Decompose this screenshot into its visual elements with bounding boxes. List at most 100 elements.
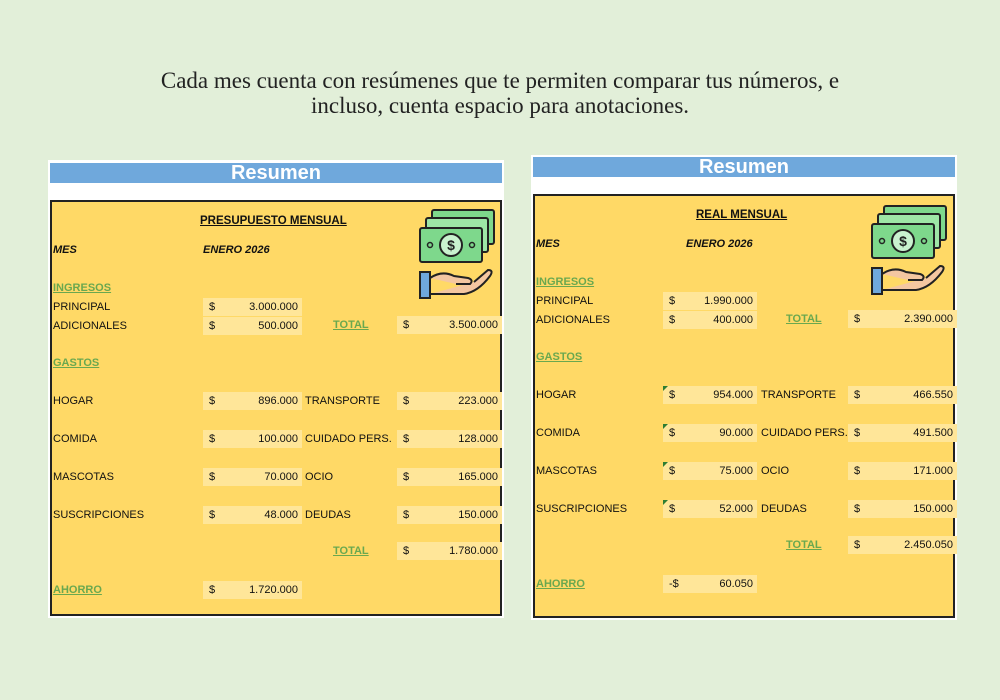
currency: $ [854,465,861,477]
svg-text:$: $ [899,233,907,249]
amount: 60.050 [719,578,753,590]
section-label: AHORRO [53,584,102,596]
panel-heading: REAL MENSUAL [696,209,788,221]
amount-cell [397,430,502,448]
month: ENERO 2026 [686,238,753,250]
row-label: DEUDAS [761,503,807,515]
panel-heading: PRESUPUESTO MENSUAL [200,215,347,227]
row-label: MASCOTAS [536,465,597,477]
amount-cell [397,316,502,334]
money-icon-svg: $ [419,209,495,299]
currency: $ [854,389,861,401]
amount-cell [848,462,957,480]
currency: $ [209,301,216,313]
currency: $ [209,509,216,521]
total-label: TOTAL [786,539,822,551]
amount: 896.000 [258,395,298,407]
amount: 2.390.000 [904,313,953,325]
row-label: HOGAR [53,395,94,407]
amount-cell [663,292,757,310]
cell-marker [663,462,668,467]
panel-title: Resumen [50,163,502,183]
currency: -$ [669,578,679,590]
amount-cell [663,575,757,593]
row-label: CUIDADO PERS. [761,427,848,439]
amount-cell [203,430,302,448]
amount: 150.000 [913,503,953,515]
cell-marker [663,424,668,429]
currency: $ [403,545,410,557]
section-label: GASTOS [53,357,100,369]
amount-cell [397,392,502,410]
amount-cell [663,462,757,480]
month-label: MES [53,244,77,256]
amount: 491.500 [913,427,953,439]
amount-cell [397,506,502,524]
row-label: PRINCIPAL [536,295,594,307]
row-label: PRINCIPAL [53,301,111,313]
amount: 150.000 [458,509,498,521]
currency: $ [209,433,216,445]
row-label: MASCOTAS [53,471,114,483]
amount-cell [203,298,302,316]
amount-cell [203,317,302,335]
amount-cell [203,506,302,524]
amount-cell [848,536,957,554]
amount-cell [397,542,502,560]
amount-cell [203,581,302,599]
currency: $ [669,295,676,307]
amount: 466.550 [913,389,953,401]
currency: $ [669,389,676,401]
amount-cell [663,311,757,329]
header-line: incluso, cuenta espacio para anotaciones… [310,93,690,118]
amount-cell [663,386,757,404]
money-icon: $ [870,204,950,301]
amount: 954.000 [713,389,753,401]
currency: $ [209,395,216,407]
currency: $ [669,427,676,439]
amount: 1.990.000 [704,295,753,307]
currency: $ [854,503,861,515]
row-label: SUSCRIPCIONES [536,503,628,515]
row-label: TRANSPORTE [761,389,836,401]
amount-cell [663,500,757,518]
amount: 52.000 [719,503,753,515]
row-label: CUIDADO PERS. [305,433,392,445]
panel-title: Resumen [533,157,955,177]
header-line: Cada mes cuenta con resúmenes que te per… [160,68,840,93]
currency: $ [403,471,410,483]
row-label: ADICIONALES [536,314,610,326]
amount: 48.000 [264,509,298,521]
currency: $ [403,395,410,407]
money-icon-svg: $ [871,205,947,295]
section-label: INGRESOS [53,282,112,294]
row-label: OCIO [761,465,790,477]
amount: 75.000 [719,465,753,477]
amount: 1.720.000 [249,584,298,596]
amount: 90.000 [719,427,753,439]
row-label: OCIO [305,471,334,483]
amount: 171.000 [913,465,953,477]
month: ENERO 2026 [203,244,270,256]
row-label: HOGAR [536,389,577,401]
amount: 223.000 [458,395,498,407]
amount-cell [397,468,502,486]
cell-marker [663,386,668,391]
currency: $ [209,584,216,596]
amount-cell [848,310,957,328]
row-label: TRANSPORTE [305,395,380,407]
amount: 70.000 [264,471,298,483]
money-icon: $ [418,208,498,305]
amount: 100.000 [258,433,298,445]
currency: $ [669,314,676,326]
section-label: AHORRO [536,578,585,590]
amount: 400.000 [713,314,753,326]
amount-cell [663,424,757,442]
currency: $ [669,465,676,477]
currency: $ [854,427,861,439]
svg-text:$: $ [447,237,455,253]
amount: 500.000 [258,320,298,332]
amount: 1.780.000 [449,545,498,557]
month-label: MES [536,238,560,250]
amount-cell [848,500,957,518]
